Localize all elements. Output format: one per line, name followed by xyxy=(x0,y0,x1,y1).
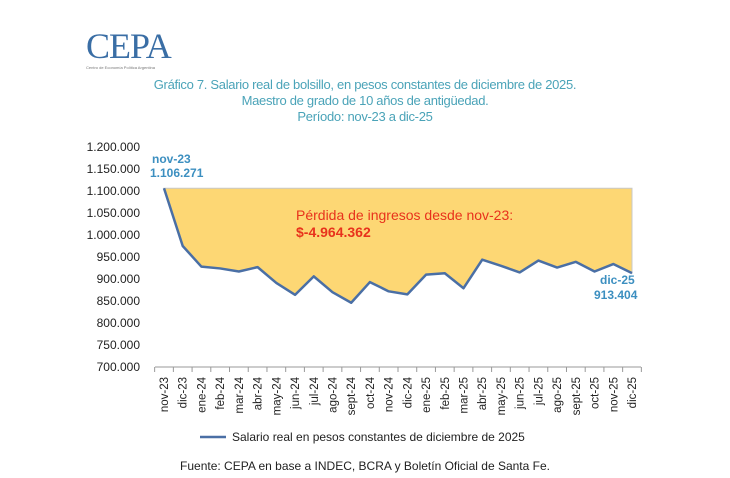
chart-subtitle-1: Maestro de grado de 10 años de antigüeda… xyxy=(241,93,489,108)
x-tick-label: dic-24 xyxy=(402,376,414,408)
y-tick-label: 850.000 xyxy=(97,294,141,308)
chart-titles: Gráfico 7. Salario real de bolsillo, en … xyxy=(100,77,630,125)
x-tick-label: nov-25 xyxy=(608,377,620,412)
x-tick-label: feb-24 xyxy=(215,376,227,409)
x-tick-label: abr-24 xyxy=(253,376,265,410)
x-tick-label: ene-25 xyxy=(421,377,433,413)
y-tick-label: 800.000 xyxy=(97,316,141,330)
x-tick-label: abr-25 xyxy=(477,377,489,410)
x-tick-label: sept-25 xyxy=(571,377,583,415)
x-tick-label: oct-25 xyxy=(590,377,602,409)
y-tick-label: 750.000 xyxy=(97,338,141,352)
start-label: nov-23 xyxy=(152,152,191,166)
x-tick-label: dic-25 xyxy=(627,377,639,408)
end-value: 913.404 xyxy=(594,288,638,302)
x-tick-label: nov-23 xyxy=(159,377,171,412)
end-label: dic-25 xyxy=(600,273,635,287)
y-tick-label: 950.000 xyxy=(97,250,141,264)
chart-subtitle-2: Período: nov-23 a dic-25 xyxy=(297,109,433,124)
x-tick-label: jul-25 xyxy=(533,377,545,406)
logo-subtitle: Centro de Economía Política Argentina xyxy=(86,65,155,70)
x-tick-label: ene-24 xyxy=(196,376,208,412)
x-tick-label: jun-25 xyxy=(515,377,527,410)
y-tick-label: 900.000 xyxy=(97,272,141,286)
x-tick-label: dic-23 xyxy=(178,377,190,408)
x-tick-label: ago-24 xyxy=(327,376,339,412)
x-tick-label: jun-24 xyxy=(290,376,302,410)
legend-label: Salario real en pesos constantes de dici… xyxy=(232,430,525,444)
x-tick-label: may-24 xyxy=(271,376,283,415)
y-tick-label: 1.050.000 xyxy=(87,206,141,220)
series-line xyxy=(162,187,633,305)
x-tick-label: feb-25 xyxy=(440,377,452,410)
source-note: Fuente: CEPA en base a INDEC, BCRA y Bol… xyxy=(180,459,550,473)
y-tick-label: 1.000.000 xyxy=(87,228,141,242)
x-tick-label: sept-24 xyxy=(346,376,358,415)
y-tick-label: 1.200.000 xyxy=(87,140,141,154)
x-tick-label: nov-24 xyxy=(384,376,396,412)
y-tick-label: 700.000 xyxy=(97,360,141,374)
chart-title: Gráfico 7. Salario real de bolsillo, en … xyxy=(153,77,577,92)
logo-text: CEPA xyxy=(86,26,172,66)
x-tick-label: oct-24 xyxy=(365,376,377,409)
y-tick-label: 1.150.000 xyxy=(87,162,141,176)
loss-area xyxy=(163,187,633,304)
start-value: 1.106.271 xyxy=(150,166,204,180)
loss-value: $-4.964.362 xyxy=(296,224,371,240)
loss-label: Pérdida de ingresos desde nov-23: xyxy=(296,207,513,223)
x-tick-label: mar-25 xyxy=(459,377,471,413)
x-tick-label: mar-24 xyxy=(234,376,246,413)
cepa-logo: CEPA Centro de Economía Política Argenti… xyxy=(86,26,172,70)
x-tick-label: ago-25 xyxy=(552,377,564,413)
x-tick-label: may-25 xyxy=(496,377,508,415)
x-tick-label: jul-24 xyxy=(309,376,321,406)
y-tick-label: 1.100.000 xyxy=(87,184,141,198)
